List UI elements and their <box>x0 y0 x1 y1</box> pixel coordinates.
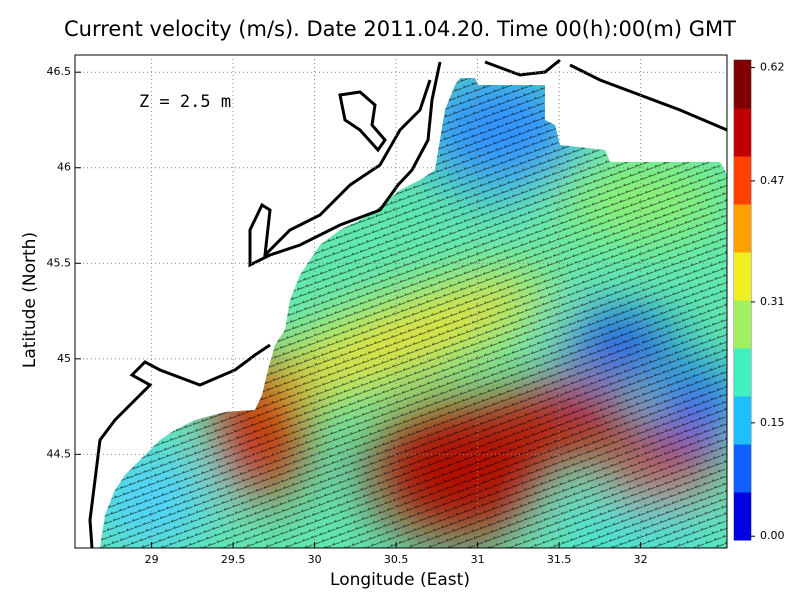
plot-frame <box>74 54 728 549</box>
colorbar-swatch <box>734 444 751 493</box>
colorbar-swatch <box>734 60 751 109</box>
colorbar-swatch <box>734 108 751 157</box>
x-tick-label: 29.5 <box>221 553 246 566</box>
y-tick-label: 44.5 <box>47 447 72 460</box>
y-tick-label: 45.5 <box>47 256 72 269</box>
depth-label: Z = 2.5 m <box>139 92 231 112</box>
colorbar-tick-label: 0.15 <box>760 416 785 429</box>
x-tick-label: 30 <box>308 553 322 566</box>
colorbar-swatch <box>734 348 751 397</box>
colorbar-swatch <box>734 492 751 541</box>
x-tick-label: 32 <box>634 553 648 566</box>
colorbar-swatch <box>734 300 751 349</box>
colorbar-tick-label: 0.62 <box>760 61 785 74</box>
colorbar-tick-label: 0.31 <box>760 295 785 308</box>
y-tick-label: 46 <box>57 161 71 174</box>
x-axis-label: Longitude (East) <box>330 570 470 590</box>
colorbar-swatch <box>734 204 751 253</box>
colorbar-swatch <box>734 156 751 205</box>
y-tick-label: 46.5 <box>47 65 72 78</box>
x-tick-label: 29 <box>145 553 159 566</box>
coastline <box>88 58 728 549</box>
colorbar-swatch <box>734 252 751 301</box>
x-tick-label: 31.5 <box>547 553 572 566</box>
colorbar-swatch <box>734 396 751 445</box>
title: Current velocity (m/s). Date 2011.04.20.… <box>64 17 736 41</box>
colorbar-tick-label: 0.00 <box>760 529 785 542</box>
x-tick-label: 30.5 <box>384 553 409 566</box>
y-tick-label: 45 <box>57 352 71 365</box>
x-tick-label: 31 <box>471 553 485 566</box>
y-axis-label: Latitude (North) <box>20 232 40 368</box>
colorbar-tick-label: 0.47 <box>760 174 785 187</box>
